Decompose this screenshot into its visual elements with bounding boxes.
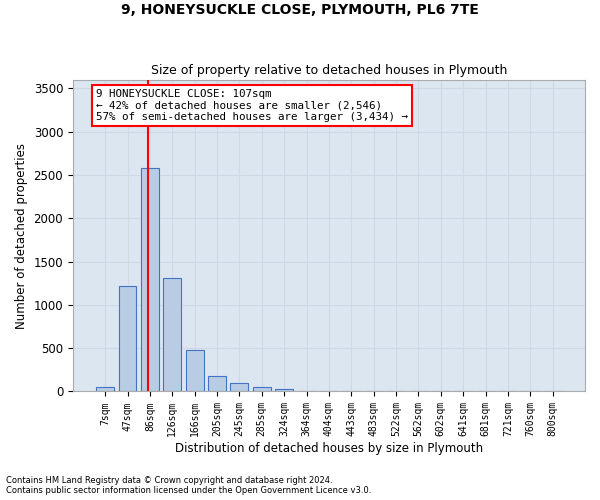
Title: Size of property relative to detached houses in Plymouth: Size of property relative to detached ho… — [151, 64, 507, 77]
Bar — [119, 286, 136, 392]
Bar — [96, 387, 114, 392]
Bar — [208, 376, 226, 392]
Text: 9, HONEYSUCKLE CLOSE, PLYMOUTH, PL6 7TE: 9, HONEYSUCKLE CLOSE, PLYMOUTH, PL6 7TE — [121, 2, 479, 16]
Bar — [275, 389, 293, 392]
Bar — [230, 383, 248, 392]
Y-axis label: Number of detached properties: Number of detached properties — [15, 142, 28, 328]
X-axis label: Distribution of detached houses by size in Plymouth: Distribution of detached houses by size … — [175, 442, 483, 455]
Text: 9 HONEYSUCKLE CLOSE: 107sqm
← 42% of detached houses are smaller (2,546)
57% of : 9 HONEYSUCKLE CLOSE: 107sqm ← 42% of det… — [96, 89, 408, 122]
Bar — [141, 168, 159, 392]
Bar — [253, 387, 271, 392]
Bar — [163, 278, 181, 392]
Text: Contains HM Land Registry data © Crown copyright and database right 2024.
Contai: Contains HM Land Registry data © Crown c… — [6, 476, 371, 495]
Bar — [186, 350, 203, 392]
